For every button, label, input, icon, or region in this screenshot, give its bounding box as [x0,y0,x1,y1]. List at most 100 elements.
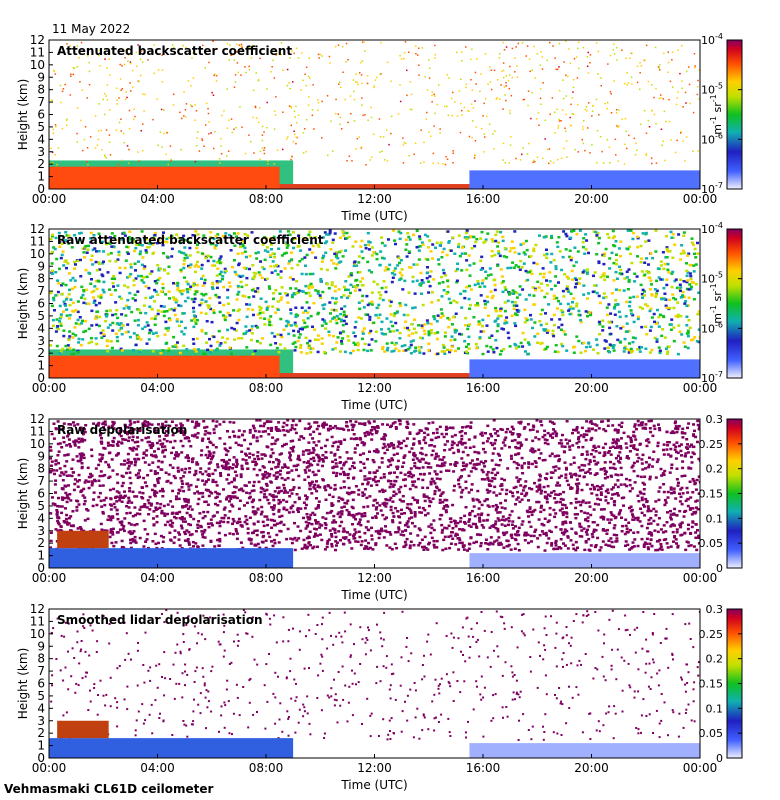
heatmap-cell [254,251,258,255]
heatmap-cell [670,463,674,466]
heatmap-cell [335,341,339,344]
heatmap-cell [633,538,637,541]
heatmap-cell [574,516,578,520]
heatmap-cell [476,304,480,307]
heatmap-cell [138,160,140,162]
heatmap-cell [584,530,588,534]
heatmap-cell [379,509,383,512]
heatmap-cell [419,271,423,275]
heatmap-cell [526,153,529,155]
heatmap-cell [543,253,546,257]
heatmap-cell [429,331,433,335]
heatmap-cell [576,77,579,79]
heatmap-cell [233,244,237,247]
heatmap-cell [486,300,490,303]
heatmap-cell [125,91,127,93]
heatmap-cell [80,296,83,299]
heatmap-cell [173,345,177,348]
heatmap-cell [110,458,114,461]
heatmap-cell [570,230,574,233]
heatmap-cell [417,249,421,252]
heatmap-cell [614,288,618,291]
heatmap-cell [446,316,450,320]
heatmap-cell [555,241,559,244]
heatmap-cell [209,236,213,239]
heatmap-cell [370,338,374,341]
heatmap-cell [517,435,521,438]
heatmap-cell [245,303,249,306]
heatmap-cell [519,243,523,246]
heatmap-cell [531,69,533,71]
heatmap-cell [551,432,555,435]
heatmap-cell [237,318,241,322]
heatmap-cell [56,327,60,331]
heatmap-cell [461,109,463,112]
heatmap-cell [502,255,506,258]
heatmap-cell [135,334,139,337]
heatmap-cell [276,308,280,311]
heatmap-cell [146,324,150,327]
heatmap-cell [402,137,404,139]
heatmap-cell [612,261,616,265]
heatmap-cell [623,347,627,350]
heatmap-cell [544,347,548,351]
heatmap-cell [141,256,145,259]
heatmap-cell [294,315,298,318]
heatmap-cell [325,240,329,243]
heatmap-cell [318,294,322,297]
heatmap-cell [62,264,66,267]
heatmap-cell [69,279,73,282]
heatmap-cell [163,333,167,336]
heatmap-cell [129,546,133,550]
heatmap-cell [297,336,301,339]
heatmap-cell [635,295,639,298]
heatmap-cell [606,107,608,110]
heatmap-cell [98,262,102,266]
heatmap-cell [477,320,481,323]
heatmap-cell [343,313,346,316]
heatmap-cell [87,244,90,248]
heatmap-cell [50,272,54,276]
heatmap-cell [666,546,670,549]
heatmap-cell [500,349,504,353]
heatmap-cell [648,288,652,291]
heatmap-cell [179,477,183,480]
heatmap-cell [339,249,343,253]
heatmap-cell [241,244,245,248]
heatmap-cell [316,350,320,354]
heatmap-cell [98,453,102,456]
heatmap-cell [335,321,339,325]
heatmap-cell [141,456,145,460]
heatmap-cell [669,488,673,491]
heatmap-cell [420,452,424,456]
heatmap-cell [444,163,447,166]
heatmap-cell [347,121,349,124]
heatmap-cell [392,229,396,232]
heatmap-cell [201,138,203,140]
heatmap-cell [316,463,320,466]
heatmap-cell [101,262,105,265]
heatmap-cell [611,493,615,496]
heatmap-cell [268,323,271,327]
heatmap-cell [672,487,676,490]
heatmap-cell [545,252,549,256]
heatmap-cell [216,281,220,285]
heatmap-cell [617,126,619,129]
heatmap-cell [360,250,364,253]
heatmap-cell [665,246,669,249]
heatmap-cell [140,263,144,267]
heatmap-cell [396,264,400,267]
heatmap-cell [534,161,536,163]
heatmap-cell [333,531,337,534]
heatmap-cell [225,337,229,341]
heatmap-cell [123,142,125,144]
heatmap-cell [328,301,332,304]
heatmap-cell [99,459,103,463]
heatmap-cell [543,549,547,552]
heatmap-cell [491,542,495,546]
heatmap-cell [390,341,394,345]
heatmap-cell [129,266,133,269]
heatmap-cell [532,161,534,164]
heatmap-cell [250,328,254,331]
heatmap-cell [402,349,406,352]
